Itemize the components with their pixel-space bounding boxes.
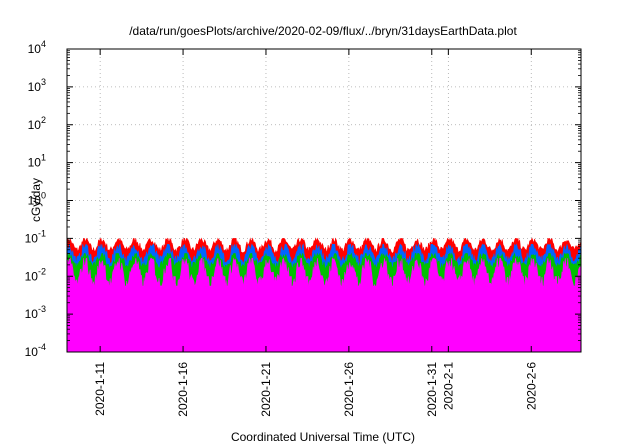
x-tick-label: 2020-1-11 [93,362,107,416]
x-tick-label: 2020-1-26 [342,362,356,417]
y-tick-label: 102 [28,115,46,132]
x-tick-labels: 2020-1-11 2020-1-16 2020-1-21 2020-1-26 2020… [93,362,538,417]
x-axis-label: Coordinated Universal Time (UTC) [231,430,415,444]
y-tick-labels: 10-4 10-3 10-2 10-1 100 101 102 103 104 [25,39,46,359]
y-tick-label: 103 [28,77,46,94]
x-tick-label: 2020-2-6 [524,362,538,410]
y-axis-label: cGy/day [29,178,43,222]
plot-area [66,237,582,353]
chart-title: /data/run/goesPlots/archive/2020-02-09/f… [129,24,517,38]
x-tick-label: 2020-1-21 [259,362,273,417]
x-tick-label: 2020-2-1 [441,362,455,410]
y-tick-label: 10-2 [25,266,46,283]
y-tick-label: 104 [28,39,46,56]
x-tick-label: 2020-1-31 [425,362,439,417]
x-tick-label: 2020-1-16 [176,362,190,417]
y-tick-label: 10-1 [25,228,46,245]
plot-border [66,48,582,353]
y-tick-label: 100 [28,191,46,208]
y-tick-label: 101 [28,153,46,170]
axes [66,48,582,353]
y-tick-label: 10-4 [25,342,46,359]
y-tick-label: 10-3 [25,304,46,321]
series-area-4 [66,257,582,353]
